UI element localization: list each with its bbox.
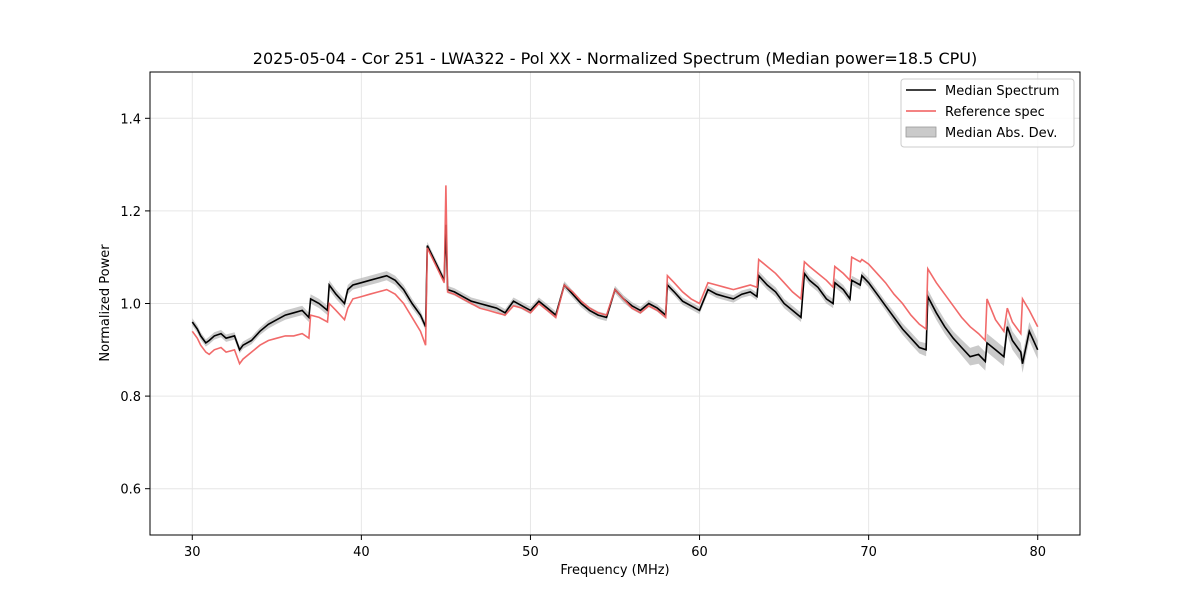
x-tick-label: 80 (1029, 545, 1046, 560)
y-axis-ticks: 0.6 0.8 1.0 1.2 1.4 (120, 112, 150, 498)
x-axis-ticks: 30 40 50 60 70 80 (184, 535, 1046, 560)
legend-median-label: Median Spectrum (945, 84, 1059, 99)
y-tick-label: 1.4 (120, 112, 141, 127)
legend-box (900, 78, 1075, 148)
x-tick-label: 60 (691, 545, 708, 560)
y-tick-label: 1.2 (120, 205, 141, 220)
reference-spec-line (191, 185, 1039, 366)
x-tick-label: 70 (860, 545, 877, 560)
legend: Median Spectrum Reference spec Median Ab… (900, 78, 1075, 148)
legend-mad-swatch (905, 126, 937, 138)
legend-mad-label: Median Abs. Dev. (945, 126, 1057, 141)
x-tick-label: 40 (353, 545, 370, 560)
x-axis-label: Frequency (MHz) (560, 563, 669, 578)
legend-reference-label: Reference spec (945, 105, 1045, 120)
y-tick-label: 0.6 (120, 483, 141, 498)
x-tick-label: 50 (522, 545, 539, 560)
y-tick-label: 0.8 (120, 390, 141, 405)
x-tick-label: 30 (184, 545, 201, 560)
chart-title: 2025-05-04 - Cor 251 - LWA322 - Pol XX -… (253, 49, 977, 68)
plot-area (191, 185, 1039, 373)
y-axis-label: Normalized Power (98, 244, 113, 362)
y-tick-label: 1.0 (120, 298, 141, 313)
